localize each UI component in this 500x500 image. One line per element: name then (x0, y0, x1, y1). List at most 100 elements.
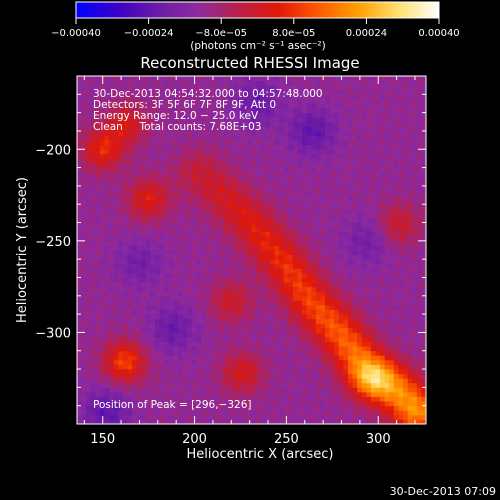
heatmap-cell (90, 153, 96, 159)
heatmap-cell (421, 286, 426, 292)
heatmap-cell (302, 208, 307, 214)
heatmap-cell (113, 236, 119, 242)
heatmap-cell (329, 295, 335, 301)
heatmap-cell (136, 414, 142, 420)
heatmap-cell (246, 369, 252, 375)
heatmap-cell (251, 355, 257, 361)
heatmap-cell (375, 231, 381, 237)
heatmap-cell (246, 373, 252, 379)
heatmap-cell (104, 195, 110, 201)
heatmap-cell (191, 167, 197, 173)
heatmap-cell (233, 259, 239, 265)
heatmap-cell (145, 304, 151, 310)
heatmap-cell (283, 158, 289, 164)
heatmap-cell (393, 272, 399, 278)
heatmap-cell (182, 130, 188, 136)
heatmap-cell (182, 208, 188, 214)
heatmap-cell (187, 236, 193, 242)
heatmap-cell (228, 259, 234, 265)
colorbar-unit-label: (photons cm⁻² s⁻¹ asec⁻²) (190, 40, 325, 52)
heatmap-cell (256, 231, 262, 237)
heatmap-cell (164, 405, 170, 411)
heatmap-cell (132, 332, 138, 338)
heatmap-cell (113, 327, 119, 333)
heatmap-cell (334, 396, 340, 402)
heatmap-cell (393, 217, 399, 223)
heatmap-cell (292, 153, 298, 159)
heatmap-cell (421, 318, 426, 324)
heatmap-cell (90, 405, 96, 411)
heatmap-cell (173, 172, 179, 178)
heatmap-cell (118, 144, 124, 150)
heatmap-cell (389, 304, 395, 310)
heatmap-cell (416, 350, 422, 356)
heatmap-cell (265, 250, 271, 255)
heatmap-cell (150, 327, 156, 333)
heatmap-cell (361, 286, 367, 292)
heatmap-cell (145, 130, 151, 136)
heatmap-cell (329, 126, 335, 132)
heatmap-cell (412, 204, 418, 210)
heatmap-cell (191, 263, 197, 269)
heatmap-cell (159, 236, 165, 242)
heatmap-cell (366, 341, 372, 347)
heatmap-cell (214, 341, 220, 347)
heatmap-cell (347, 355, 353, 361)
heatmap-cell (168, 172, 174, 178)
heatmap-cell (306, 231, 312, 237)
heatmap-cell (86, 405, 92, 411)
heatmap-cell (343, 204, 349, 210)
heatmap-cell (214, 204, 220, 210)
heatmap-cell (412, 282, 418, 288)
heatmap-cell (251, 341, 257, 347)
heatmap-cell (403, 126, 409, 132)
heatmap-cell (352, 414, 358, 420)
heatmap-cell (113, 158, 119, 164)
heatmap-cell (99, 263, 105, 269)
heatmap-cell (361, 314, 367, 320)
heatmap-cell (81, 222, 87, 228)
heatmap-cell (324, 323, 330, 329)
heatmap-cell (113, 350, 119, 356)
heatmap-cell (155, 236, 161, 242)
heatmap-cell (380, 144, 386, 150)
heatmap-cell (228, 410, 234, 416)
heatmap-cell (145, 222, 151, 228)
heatmap-cell (118, 405, 124, 411)
heatmap-cell (352, 144, 358, 150)
heatmap-cell (113, 181, 119, 187)
heatmap-cell (141, 240, 147, 246)
heatmap-cell (219, 295, 225, 301)
heatmap-cell (237, 163, 243, 168)
heatmap-cell (182, 199, 188, 205)
heatmap-cell (228, 185, 234, 191)
heatmap-cell (384, 300, 390, 306)
heatmap-cell (155, 391, 161, 397)
heatmap-cell (95, 277, 101, 283)
heatmap-cell (256, 181, 262, 187)
heatmap-cell (104, 245, 110, 251)
heatmap-cell (260, 401, 266, 407)
heatmap-cell (182, 121, 188, 127)
heatmap-cell (205, 309, 211, 315)
heatmap-cell (311, 195, 317, 201)
heatmap-cell (260, 419, 266, 424)
heatmap-cell (288, 176, 294, 182)
heatmap-cell (311, 387, 317, 393)
heatmap-cell (196, 199, 202, 205)
heatmap-cell (361, 181, 367, 187)
heatmap-cell (127, 346, 133, 352)
heatmap-cell (182, 268, 188, 274)
heatmap-cell (178, 140, 184, 146)
heatmap-cell (283, 272, 289, 278)
heatmap-cell (155, 337, 161, 342)
heatmap-cell (352, 222, 358, 228)
heatmap-cell (315, 240, 321, 246)
heatmap-cell (141, 387, 147, 393)
heatmap-cell (366, 318, 372, 324)
heatmap-cell (389, 332, 395, 338)
heatmap-cell (265, 263, 271, 269)
heatmap-cell (173, 158, 179, 164)
heatmap-cell (150, 240, 156, 246)
heatmap-cell (242, 213, 248, 219)
